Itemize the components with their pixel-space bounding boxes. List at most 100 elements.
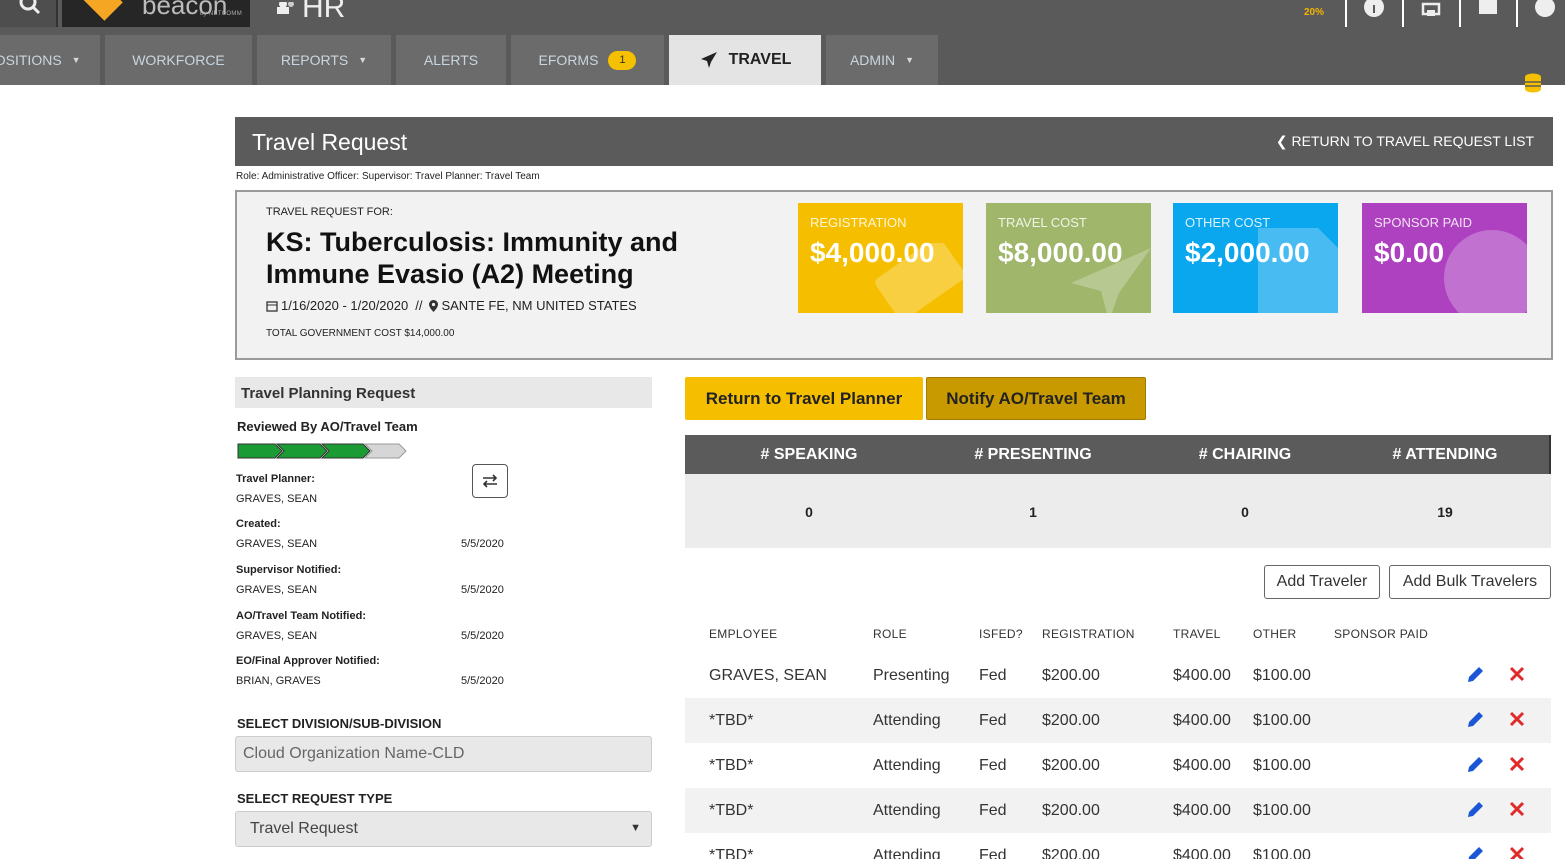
tab-admin[interactable]: ADMIN ▼ — [826, 35, 938, 85]
request-status: Reviewed By AO/Travel Team — [237, 419, 418, 434]
document-icon — [1258, 228, 1338, 313]
request-type-value: Travel Request — [250, 820, 358, 837]
travel-cost-card: TRAVEL COST $8,000.00 — [986, 203, 1151, 313]
employee-cell: *TBD* — [709, 712, 754, 729]
planning-request-header: Travel Planning Request — [235, 377, 652, 408]
role-cell: Attending — [873, 757, 941, 774]
logo-text: beacon — [142, 0, 228, 20]
swap-planner-button[interactable] — [472, 464, 508, 498]
help-button[interactable] — [1516, 0, 1565, 27]
tab-workforce[interactable]: WORKFORCE — [105, 35, 252, 85]
request-type-select[interactable]: Travel Request ▼ — [235, 811, 652, 847]
travel-planner-value: GRAVES, SEAN — [236, 493, 318, 505]
add-bulk-travelers-button[interactable]: Add Bulk Travelers — [1389, 565, 1551, 599]
supervisor-notified-label: Supervisor Notified: — [236, 564, 342, 576]
delete-x-icon[interactable] — [1509, 801, 1525, 817]
envelope-icon — [1479, 0, 1497, 14]
col-other: OTHER — [1253, 627, 1297, 641]
tab-alerts-label: ALERTS — [423, 52, 479, 68]
tab-reports-label: REPORTS — [280, 52, 349, 68]
delete-x-icon[interactable] — [1509, 846, 1525, 859]
help-icon — [1535, 0, 1555, 17]
delete-x-icon[interactable] — [1509, 711, 1525, 727]
event-title: KS: Tuberculosis: Immunity and Immune Ev… — [266, 227, 679, 289]
add-traveler-button[interactable]: Add Traveler — [1264, 565, 1380, 599]
sponsor-paid-card-value: $0.00 — [1374, 237, 1445, 268]
request-for-label: TRAVEL REQUEST FOR: — [266, 206, 393, 218]
role-cell: Attending — [873, 847, 941, 859]
pencil-icon[interactable] — [1465, 665, 1485, 685]
progress-step-1 — [237, 443, 283, 459]
return-to-list-link[interactable]: ❮ RETURN TO TRAVEL REQUEST LIST — [1276, 133, 1534, 150]
print-button[interactable] — [1402, 0, 1456, 27]
search-button[interactable] — [0, 0, 58, 27]
table-row: *TBD* Attending Fed $200.00 $400.00 $100… — [685, 788, 1551, 833]
presenting-count: 1 — [1029, 504, 1037, 520]
speaking-header: # SPEAKING — [760, 446, 858, 463]
other-cost-card-value: $2,000.00 — [1185, 237, 1310, 268]
registration-cell: $200.00 — [1042, 667, 1100, 684]
created-date: 5/5/2020 — [461, 538, 504, 550]
page-title: Travel Request — [252, 129, 408, 155]
info-icon — [1364, 0, 1384, 17]
travel-planner-label: Travel Planner: — [236, 473, 315, 485]
tab-reports[interactable]: REPORTS ▼ — [257, 35, 391, 85]
pencil-icon[interactable] — [1465, 845, 1485, 859]
progress-percent: 20% — [1304, 7, 1325, 18]
pencil-icon[interactable] — [1465, 710, 1485, 730]
messages-button[interactable] — [1459, 0, 1513, 27]
main-nav: POSITIONS ▼ WORKFORCE REPORTS ▼ ALERTS EFO… — [0, 27, 1565, 93]
registration-cell: $200.00 — [1042, 712, 1100, 729]
beacon-logo[interactable]: beacon by NETCOMM — [62, 0, 250, 27]
return-link-label: RETURN TO TRAVEL REQUEST LIST — [1291, 133, 1534, 149]
tab-eforms-label: EFORMS — [538, 52, 599, 68]
tab-positions[interactable]: POSITIONS ▼ — [0, 35, 100, 85]
division-input[interactable]: Cloud Organization Name-CLD — [235, 736, 652, 772]
coins-icon[interactable] — [1524, 73, 1542, 95]
notify-ao-button[interactable]: Notify AO/Travel Team — [926, 377, 1146, 420]
tab-travel[interactable]: TRAVEL — [669, 35, 821, 85]
chevron-left-icon: ❮ — [1275, 133, 1292, 149]
travel-cell: $400.00 — [1173, 667, 1231, 684]
other-cell: $100.00 — [1253, 712, 1311, 729]
people-icon — [277, 2, 294, 14]
tab-alerts[interactable]: ALERTS — [396, 35, 506, 85]
info-button[interactable] — [1345, 0, 1399, 27]
supervisor-notified-value: GRAVES, SEAN — [236, 584, 318, 596]
event-dates: 1/16/2020 - 1/20/2020 — [281, 298, 409, 313]
isfed-cell: Fed — [979, 712, 1007, 729]
travel-cell: $400.00 — [1173, 802, 1231, 819]
registration-cell: $200.00 — [1042, 847, 1100, 859]
chairing-header: # CHAIRING — [1198, 446, 1292, 463]
airplane-icon — [1071, 248, 1151, 313]
logo-sub: by NETCOMM — [200, 11, 242, 17]
col-isfed: ISFED? — [979, 627, 1023, 641]
caret-down-icon: ▼ — [71, 55, 81, 65]
pencil-icon[interactable] — [1465, 800, 1485, 820]
travel-cost-card-label: TRAVEL COST — [998, 215, 1087, 230]
eo-notified-value: BRIAN, GRAVES — [236, 675, 321, 687]
employee-cell: *TBD* — [709, 757, 754, 774]
role-line: Role: Administrative Officer: Supervisor… — [236, 171, 540, 182]
created-label: Created: — [236, 518, 281, 530]
employee-cell: GRAVES, SEAN — [709, 667, 827, 684]
table-row: *TBD* Attending Fed $200.00 $400.00 $100… — [685, 698, 1551, 743]
speaking-count: 0 — [805, 504, 813, 520]
delete-x-icon[interactable] — [1509, 666, 1525, 682]
table-row: *TBD* Attending Fed $200.00 $400.00 $100… — [685, 833, 1551, 859]
tab-travel-label: TRAVEL — [728, 51, 792, 68]
progress-step-3 — [320, 443, 371, 459]
pencil-icon[interactable] — [1465, 755, 1485, 775]
supervisor-notified-date: 5/5/2020 — [461, 584, 504, 596]
return-to-planner-button[interactable]: Return to Travel Planner — [685, 377, 923, 420]
other-cost-card: OTHER COST $2,000.00 — [1173, 203, 1338, 313]
sponsor-paid-card-label: SPONSOR PAID — [1374, 215, 1473, 230]
isfed-cell: Fed — [979, 847, 1007, 859]
top-bar: beacon by NETCOMM HR 20% — [0, 0, 1565, 27]
attending-header: # ATTENDING — [1392, 446, 1498, 463]
employee-cell: *TBD* — [709, 847, 754, 859]
travel-cost-card-value: $8,000.00 — [998, 237, 1123, 268]
eo-notified-date: 5/5/2020 — [461, 675, 504, 687]
delete-x-icon[interactable] — [1509, 756, 1525, 772]
tab-eforms[interactable]: EFORMS 1 — [511, 35, 664, 85]
